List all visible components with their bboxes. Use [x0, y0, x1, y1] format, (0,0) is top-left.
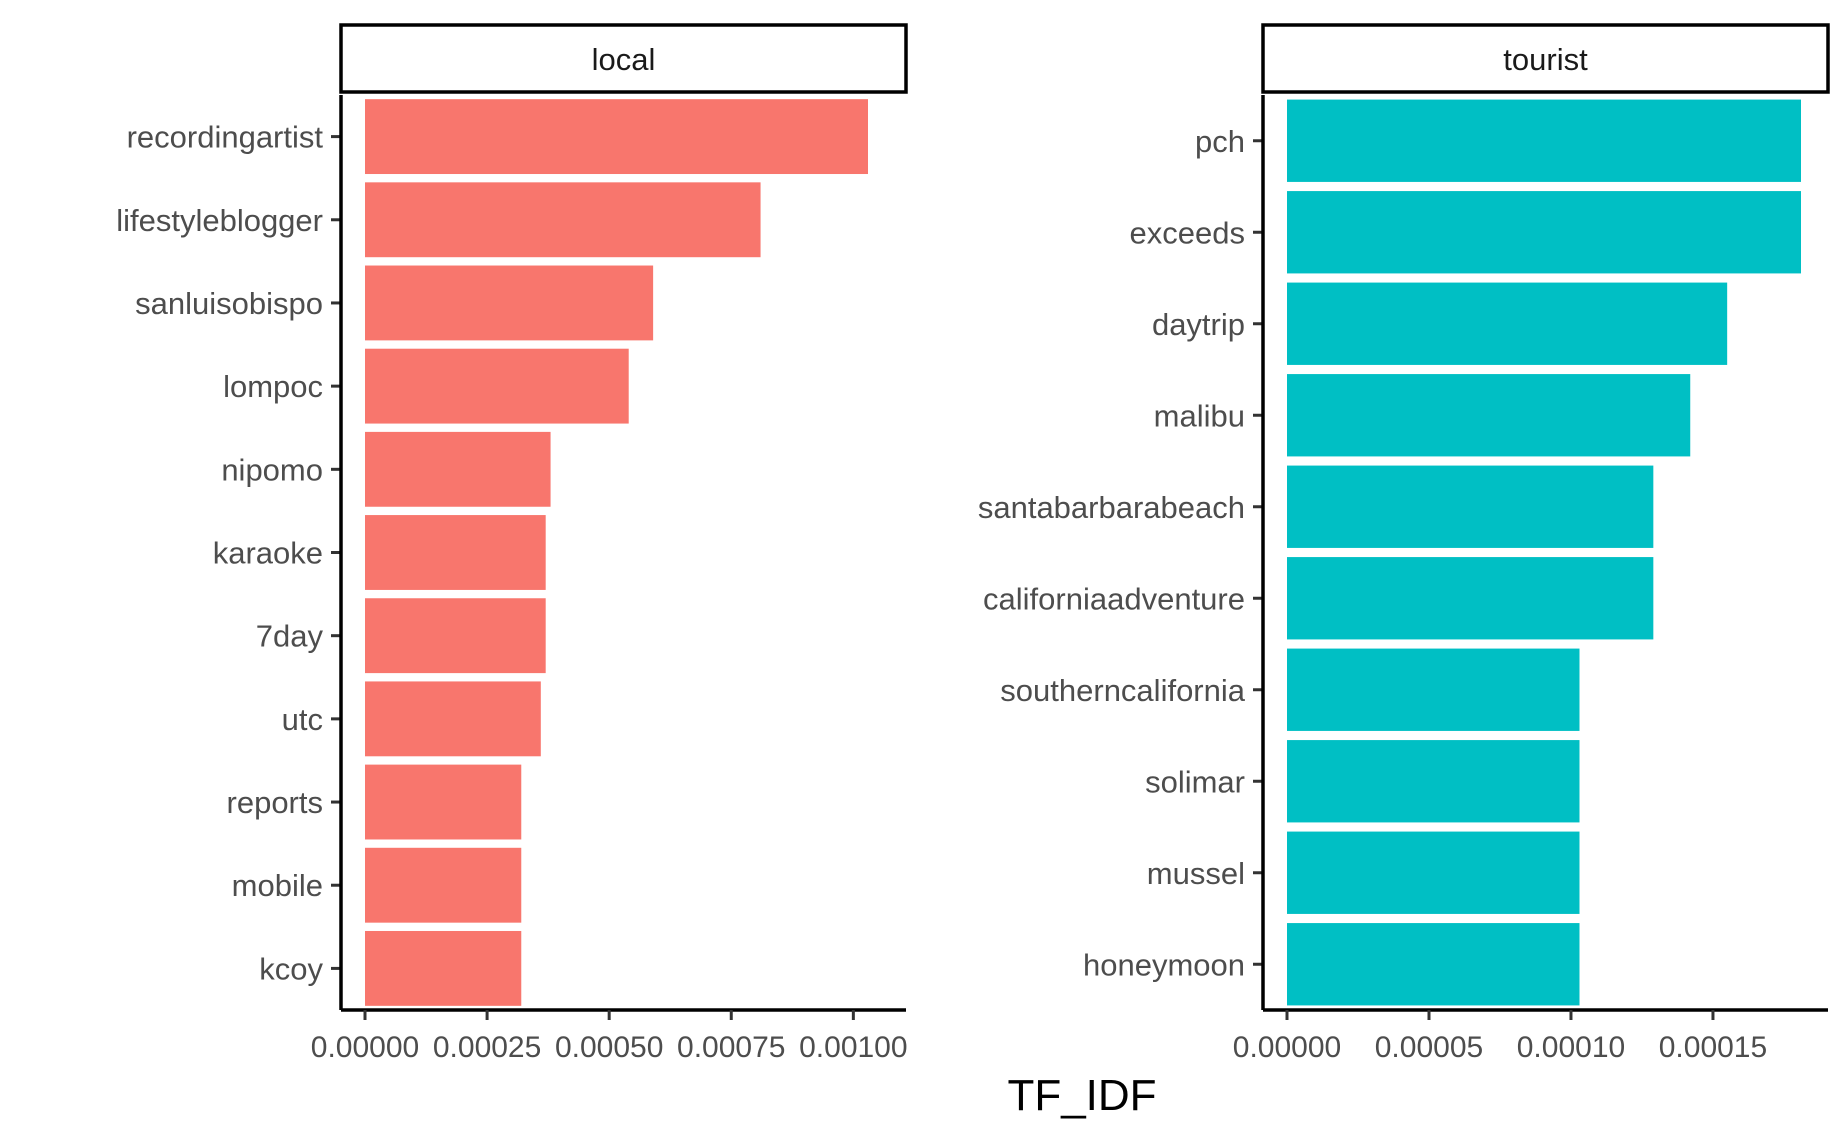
y-tick-label: pch: [1195, 124, 1245, 159]
x-tick-label: 0.00000: [311, 1031, 419, 1064]
x-tick-label: 0.00010: [1517, 1031, 1625, 1064]
y-tick-label: reports: [227, 785, 323, 820]
y-tick-label: daytrip: [1152, 307, 1245, 342]
panel-tourist: tourist pch exceeds daytrip malibu santabarba…: [978, 23, 1830, 1064]
facet-strip: [1261, 23, 1830, 94]
y-tick-label: mussel: [1147, 856, 1245, 891]
bar-kcoy: [365, 930, 522, 1006]
bar-nipomo: [365, 431, 551, 507]
bar-malibu: [1287, 374, 1691, 457]
bar-karaoke: [365, 515, 546, 590]
facet-strip: [339, 23, 908, 94]
y-tick-label: karaoke: [213, 536, 323, 571]
facet-strip-label: tourist: [1503, 42, 1588, 77]
y-tick-label: lifestyleblogger: [116, 203, 323, 238]
x-tick-label: 0.00005: [1375, 1031, 1483, 1064]
bar-honeymoon: [1287, 923, 1580, 1006]
bar-mobile: [365, 847, 522, 923]
x-tick-label: 0.00025: [433, 1031, 541, 1064]
bar-pch: [1287, 99, 1801, 182]
y-tick-label: mobile: [232, 868, 323, 903]
y-tick-label: kcoy: [259, 951, 323, 986]
bar-reports: [365, 764, 522, 840]
y-tick-label: solimar: [1145, 764, 1245, 799]
facet-strip-label: local: [592, 42, 656, 77]
y-tick-label: utc: [282, 702, 323, 737]
bar-solimar: [1287, 740, 1580, 823]
x-tick-label: 0.00100: [799, 1031, 907, 1064]
panel-local: local recordingartist lifestyleblogger sanl…: [116, 23, 908, 1064]
y-tick-label: santabarbarabeach: [978, 490, 1245, 525]
y-tick-label: sanluisobispo: [135, 286, 323, 321]
x-axis-title: TF_IDF: [1007, 1071, 1156, 1120]
bar-lompoc: [365, 348, 629, 424]
y-tick-label: lompoc: [223, 369, 323, 404]
bar-lifestyleblogger: [365, 182, 761, 258]
bar-daytrip: [1287, 282, 1728, 365]
bar-santabarbarabeach: [1287, 465, 1654, 548]
bar-sanluisobispo: [365, 265, 654, 341]
y-tick-label: exceeds: [1130, 215, 1245, 250]
y-tick-label: recordingartist: [127, 120, 324, 155]
bar-mussel: [1287, 831, 1580, 914]
y-tick-label: honeymoon: [1083, 947, 1245, 982]
bar-californiaadventure: [1287, 557, 1654, 640]
bar-7day: [365, 598, 546, 674]
x-tick-label: 0.00015: [1659, 1031, 1767, 1064]
y-tick-label: malibu: [1154, 398, 1245, 433]
x-tick-label: 0.00050: [555, 1031, 663, 1064]
x-tick-label: 0.00075: [677, 1031, 785, 1064]
y-tick-label: 7day: [256, 619, 324, 654]
y-tick-label: nipomo: [221, 452, 323, 487]
bar-utc: [365, 681, 541, 757]
x-tick-label: 0.00000: [1233, 1031, 1341, 1064]
bar-exceeds: [1287, 191, 1801, 274]
bar-recordingartist: [365, 99, 868, 175]
y-tick-label: californiaadventure: [983, 581, 1245, 616]
y-tick-label: southerncalifornia: [1000, 673, 1245, 708]
bar-southerncalifornia: [1287, 648, 1580, 731]
